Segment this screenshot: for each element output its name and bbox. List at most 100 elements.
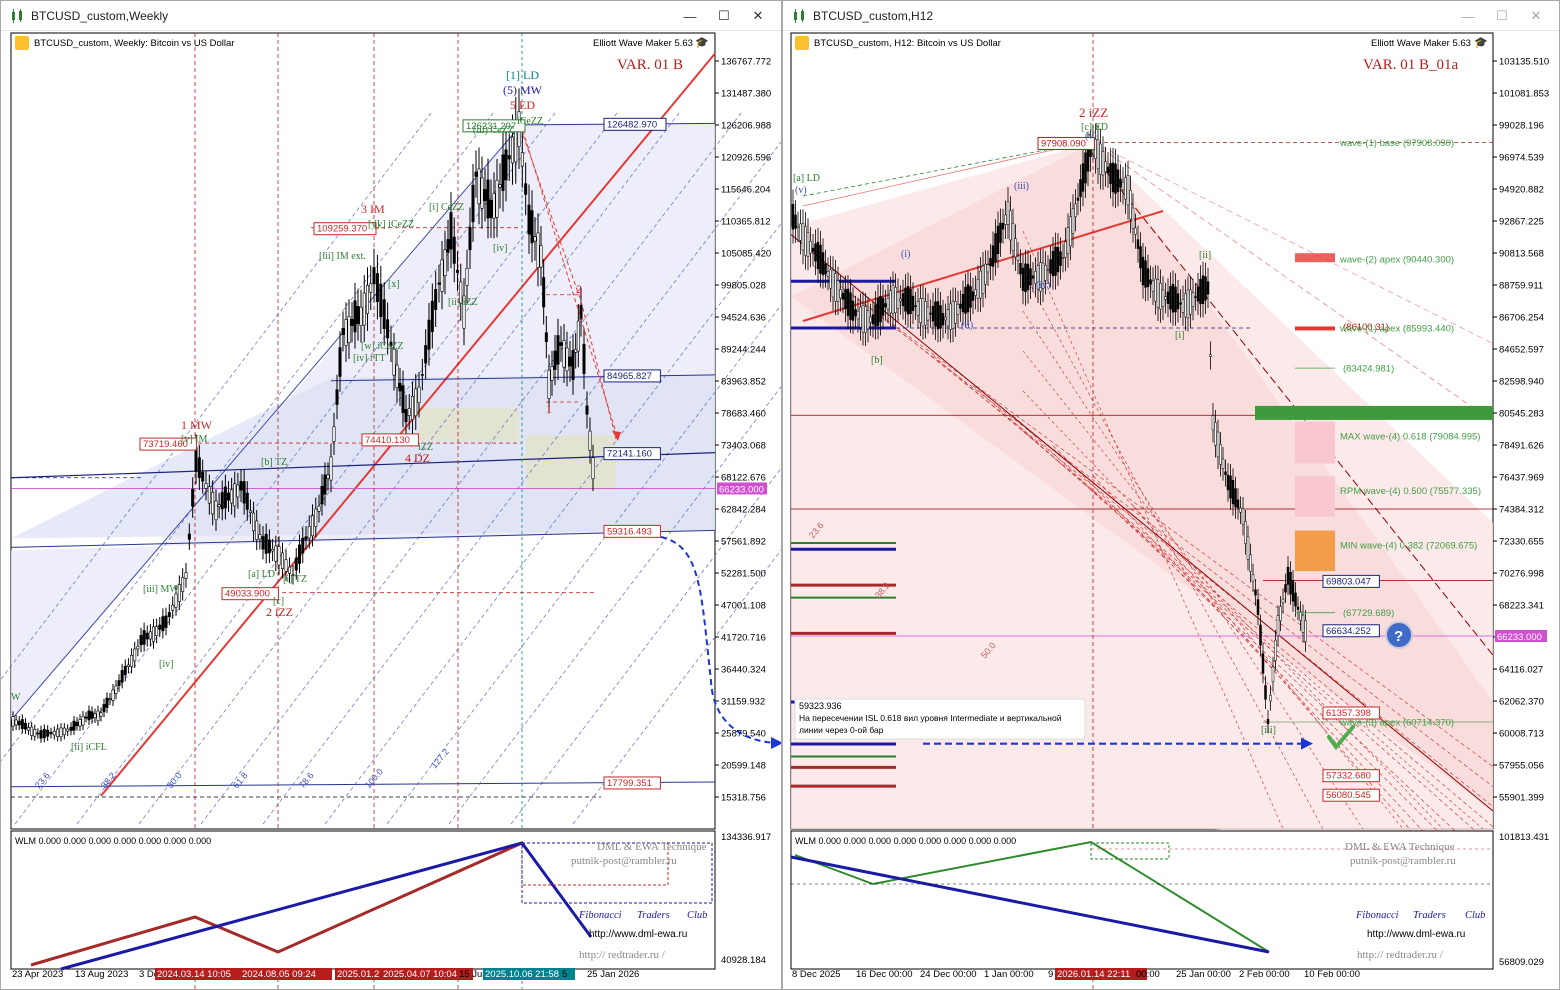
price-box: 84965.827 xyxy=(607,371,652,382)
candle-body xyxy=(899,298,902,302)
candle-body xyxy=(136,646,140,650)
brand-link: http:// redtrader.ru / xyxy=(579,949,666,961)
candle-body xyxy=(471,184,475,223)
wave-label: (i) xyxy=(901,249,910,260)
candle-body xyxy=(362,292,366,326)
candle-body xyxy=(359,306,363,326)
price-axis-label: 62842.284 xyxy=(721,505,766,516)
candle-body xyxy=(986,264,990,273)
min-wave4-zone xyxy=(1295,530,1335,572)
window-titlebar[interactable]: BTCUSD_custom,Weekly — ☐ ✕ xyxy=(1,1,781,31)
candle-body xyxy=(301,537,305,554)
minimize-button[interactable]: — xyxy=(683,8,697,24)
candle-body xyxy=(501,154,505,191)
candle-body xyxy=(816,241,820,270)
price-axis-label: 78683.460 xyxy=(721,409,766,420)
candle-body xyxy=(174,593,178,608)
candle-body xyxy=(864,306,867,333)
candle-body xyxy=(398,382,402,392)
brand-text: Club xyxy=(687,910,707,921)
candle-body xyxy=(1271,666,1275,683)
connector-arrow xyxy=(660,536,781,744)
candle-body xyxy=(252,512,256,532)
candle-body xyxy=(874,304,877,327)
candle-body xyxy=(1061,257,1065,259)
candle-body xyxy=(559,342,563,346)
candle-body xyxy=(966,284,970,313)
wave-label: [v] iCeZZ xyxy=(374,219,414,230)
candle-body xyxy=(145,632,149,640)
time-highlight xyxy=(1055,968,1147,980)
price-box: 17799.351 xyxy=(607,778,652,789)
time-axis-label: 2 Feb 00:00 xyxy=(1239,969,1290,980)
candle-body xyxy=(49,732,53,735)
window-titlebar[interactable]: BTCUSD_custom,H12 — ☐ ✕ xyxy=(783,1,1559,31)
time-axis-label: 3 Dec xyxy=(139,969,164,980)
price-axis-label: 31159.932 xyxy=(721,697,765,708)
price-axis-label: 60008.713 xyxy=(1499,729,1544,740)
price-axis-label: 94524.636 xyxy=(721,313,766,324)
candle-body xyxy=(544,332,548,343)
price-axis-label: 57955.056 xyxy=(1499,761,1544,772)
candle-body xyxy=(547,369,551,399)
candle-body xyxy=(1006,201,1010,225)
minimize-button[interactable]: — xyxy=(1461,8,1475,24)
candle-body xyxy=(93,713,97,719)
candle-body xyxy=(854,309,857,317)
candle-body xyxy=(111,689,115,701)
candle-body xyxy=(1069,216,1072,247)
channel-line xyxy=(10,529,716,548)
candle-body xyxy=(87,710,91,721)
candle-body xyxy=(971,291,975,301)
weekly-chart-window[interactable]: BTCUSD_custom,Weekly — ☐ ✕ 136767.772 131… xyxy=(0,0,782,990)
candle-body xyxy=(1281,598,1285,604)
candle-body xyxy=(846,288,850,316)
candle-body xyxy=(926,306,930,321)
candle-body xyxy=(941,313,945,326)
candle-body xyxy=(861,304,865,333)
candle-body xyxy=(230,489,234,504)
price-box: 57332.680 xyxy=(1326,771,1371,782)
candle-body xyxy=(939,305,942,329)
candle-body xyxy=(81,715,85,726)
wave-label: [i] xyxy=(1175,330,1184,341)
maximize-button[interactable]: ☐ xyxy=(1496,8,1508,23)
candle-body xyxy=(1024,263,1027,293)
candle-body xyxy=(804,226,807,256)
candle-body xyxy=(389,341,393,347)
level-text: (83424.981) xyxy=(1343,364,1394,375)
weekly-price-chart[interactable]: 136767.772 131487.380 126206.988 120926.596… xyxy=(1,31,782,990)
candle-body xyxy=(446,239,450,253)
arrow-head xyxy=(771,737,781,749)
price-axis-label: 136767.772 xyxy=(721,57,771,68)
price-axis-label: 83963.852 xyxy=(721,377,766,388)
current-price-marker xyxy=(717,482,767,495)
candle-body xyxy=(1076,197,1080,201)
maximize-button[interactable]: ☐ xyxy=(718,8,730,23)
target-zone xyxy=(526,435,616,490)
brand-text: Fibonacci xyxy=(1355,910,1399,921)
wave-label: 4 DZ xyxy=(405,451,430,465)
wave-label: (v) xyxy=(795,185,807,196)
median-line xyxy=(100,52,716,797)
price-box: 66634.252 xyxy=(1326,626,1371,637)
h12-price-chart[interactable]: 103135.510 101081.853 99028.196 96974.539 94… xyxy=(783,31,1560,990)
wave-label: [iv] xyxy=(493,243,507,254)
candle-body xyxy=(130,654,134,667)
close-button[interactable]: ✕ xyxy=(752,8,764,23)
candle-body xyxy=(904,287,907,312)
price-axis-label: 84652.597 xyxy=(1499,345,1544,356)
candle-body xyxy=(916,301,920,316)
price-box: 72141.160 xyxy=(607,449,652,460)
median-line xyxy=(1082,142,1494,656)
brand-link: http:// redtrader.ru / xyxy=(1357,949,1444,961)
h12-chart-window[interactable]: BTCUSD_custom,H12 — ☐ ✕ 103135.510 101081… xyxy=(782,0,1560,990)
candle-body xyxy=(239,480,243,491)
candle-body xyxy=(1299,611,1302,621)
candle-body xyxy=(565,347,569,372)
wave-label: [iv] xyxy=(159,659,173,670)
close-button[interactable]: ✕ xyxy=(1530,8,1542,23)
candle-body xyxy=(191,489,195,507)
ewm-label: Elliott Wave Maker 5.63 xyxy=(1371,38,1471,49)
candle-body xyxy=(1241,508,1245,525)
